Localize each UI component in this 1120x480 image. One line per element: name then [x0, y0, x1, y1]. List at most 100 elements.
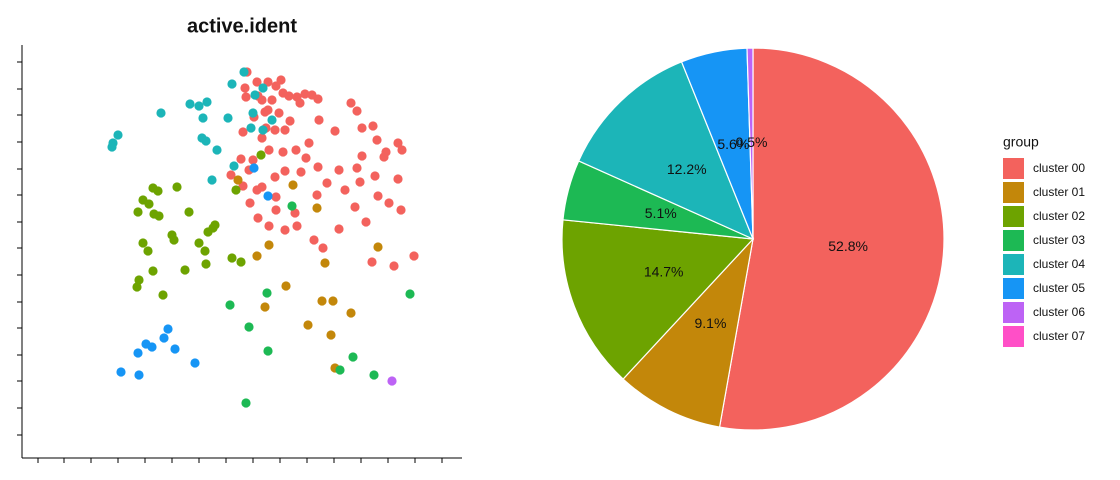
legend-key	[1003, 278, 1024, 299]
point	[225, 300, 235, 310]
point	[409, 251, 419, 261]
point	[296, 167, 306, 177]
point	[335, 365, 345, 375]
point	[348, 352, 358, 362]
point	[312, 190, 322, 200]
legend-label: cluster 03	[1033, 233, 1085, 247]
point	[184, 207, 194, 217]
pie-slice	[718, 47, 945, 431]
point	[229, 161, 239, 171]
point	[340, 185, 350, 195]
legend-title: group	[1003, 134, 1039, 150]
data-label: 5.6%	[717, 136, 749, 152]
point	[172, 182, 182, 192]
point	[223, 113, 233, 123]
legend-label: cluster 01	[1033, 185, 1085, 199]
point	[248, 108, 258, 118]
point	[405, 289, 415, 299]
pie-slice	[622, 237, 754, 428]
point	[271, 192, 281, 202]
point	[384, 198, 394, 208]
point	[350, 202, 360, 212]
point	[288, 180, 298, 190]
point	[314, 115, 324, 125]
point	[370, 171, 380, 181]
point	[373, 191, 383, 201]
point	[361, 217, 371, 227]
point	[278, 147, 288, 157]
legend-label: cluster 07	[1033, 329, 1085, 343]
point	[159, 333, 169, 343]
point	[357, 123, 367, 133]
point	[287, 201, 297, 211]
point	[263, 191, 273, 201]
point	[201, 259, 211, 269]
point	[169, 235, 179, 245]
point	[303, 320, 313, 330]
point	[393, 138, 403, 148]
point	[202, 97, 212, 107]
point	[387, 376, 397, 386]
point	[291, 145, 301, 155]
point	[132, 282, 142, 292]
point	[185, 99, 195, 109]
point	[264, 240, 274, 250]
point	[357, 151, 367, 161]
point	[280, 125, 290, 135]
point	[322, 178, 332, 188]
point	[312, 203, 322, 213]
point	[295, 98, 305, 108]
point	[264, 221, 274, 231]
point	[241, 398, 251, 408]
point	[194, 101, 204, 111]
point	[163, 324, 173, 334]
point	[113, 130, 123, 140]
point	[260, 107, 270, 117]
point	[200, 246, 210, 256]
point	[396, 205, 406, 215]
point	[249, 163, 259, 173]
point	[326, 330, 336, 340]
point	[240, 83, 250, 93]
pie-slice	[746, 47, 754, 240]
point	[156, 108, 166, 118]
point	[170, 344, 180, 354]
point	[233, 175, 243, 185]
point	[134, 370, 144, 380]
point	[313, 94, 323, 104]
point	[250, 90, 260, 100]
point	[317, 296, 327, 306]
point	[260, 302, 270, 312]
point	[116, 367, 126, 377]
point	[133, 348, 143, 358]
point	[263, 346, 273, 356]
legend-key	[1003, 326, 1024, 347]
point	[154, 211, 164, 221]
legend-key	[1003, 302, 1024, 323]
point	[304, 138, 314, 148]
pie-slice	[577, 61, 755, 241]
point	[393, 174, 403, 184]
point	[334, 165, 344, 175]
point	[138, 238, 148, 248]
point	[309, 235, 319, 245]
point	[226, 170, 236, 180]
point	[346, 308, 356, 318]
point	[190, 358, 200, 368]
legend-label: cluster 00	[1033, 161, 1085, 175]
point	[245, 198, 255, 208]
legend-label: cluster 06	[1033, 305, 1085, 319]
point	[210, 220, 220, 230]
point	[267, 115, 277, 125]
legend-key	[1003, 206, 1024, 227]
legend-key	[1003, 158, 1024, 179]
point	[330, 126, 340, 136]
point	[252, 185, 262, 195]
point	[252, 77, 262, 87]
point	[236, 257, 246, 267]
point	[300, 89, 310, 99]
point	[107, 142, 117, 152]
legend-label: cluster 02	[1033, 209, 1085, 223]
point	[278, 88, 288, 98]
point	[241, 92, 251, 102]
